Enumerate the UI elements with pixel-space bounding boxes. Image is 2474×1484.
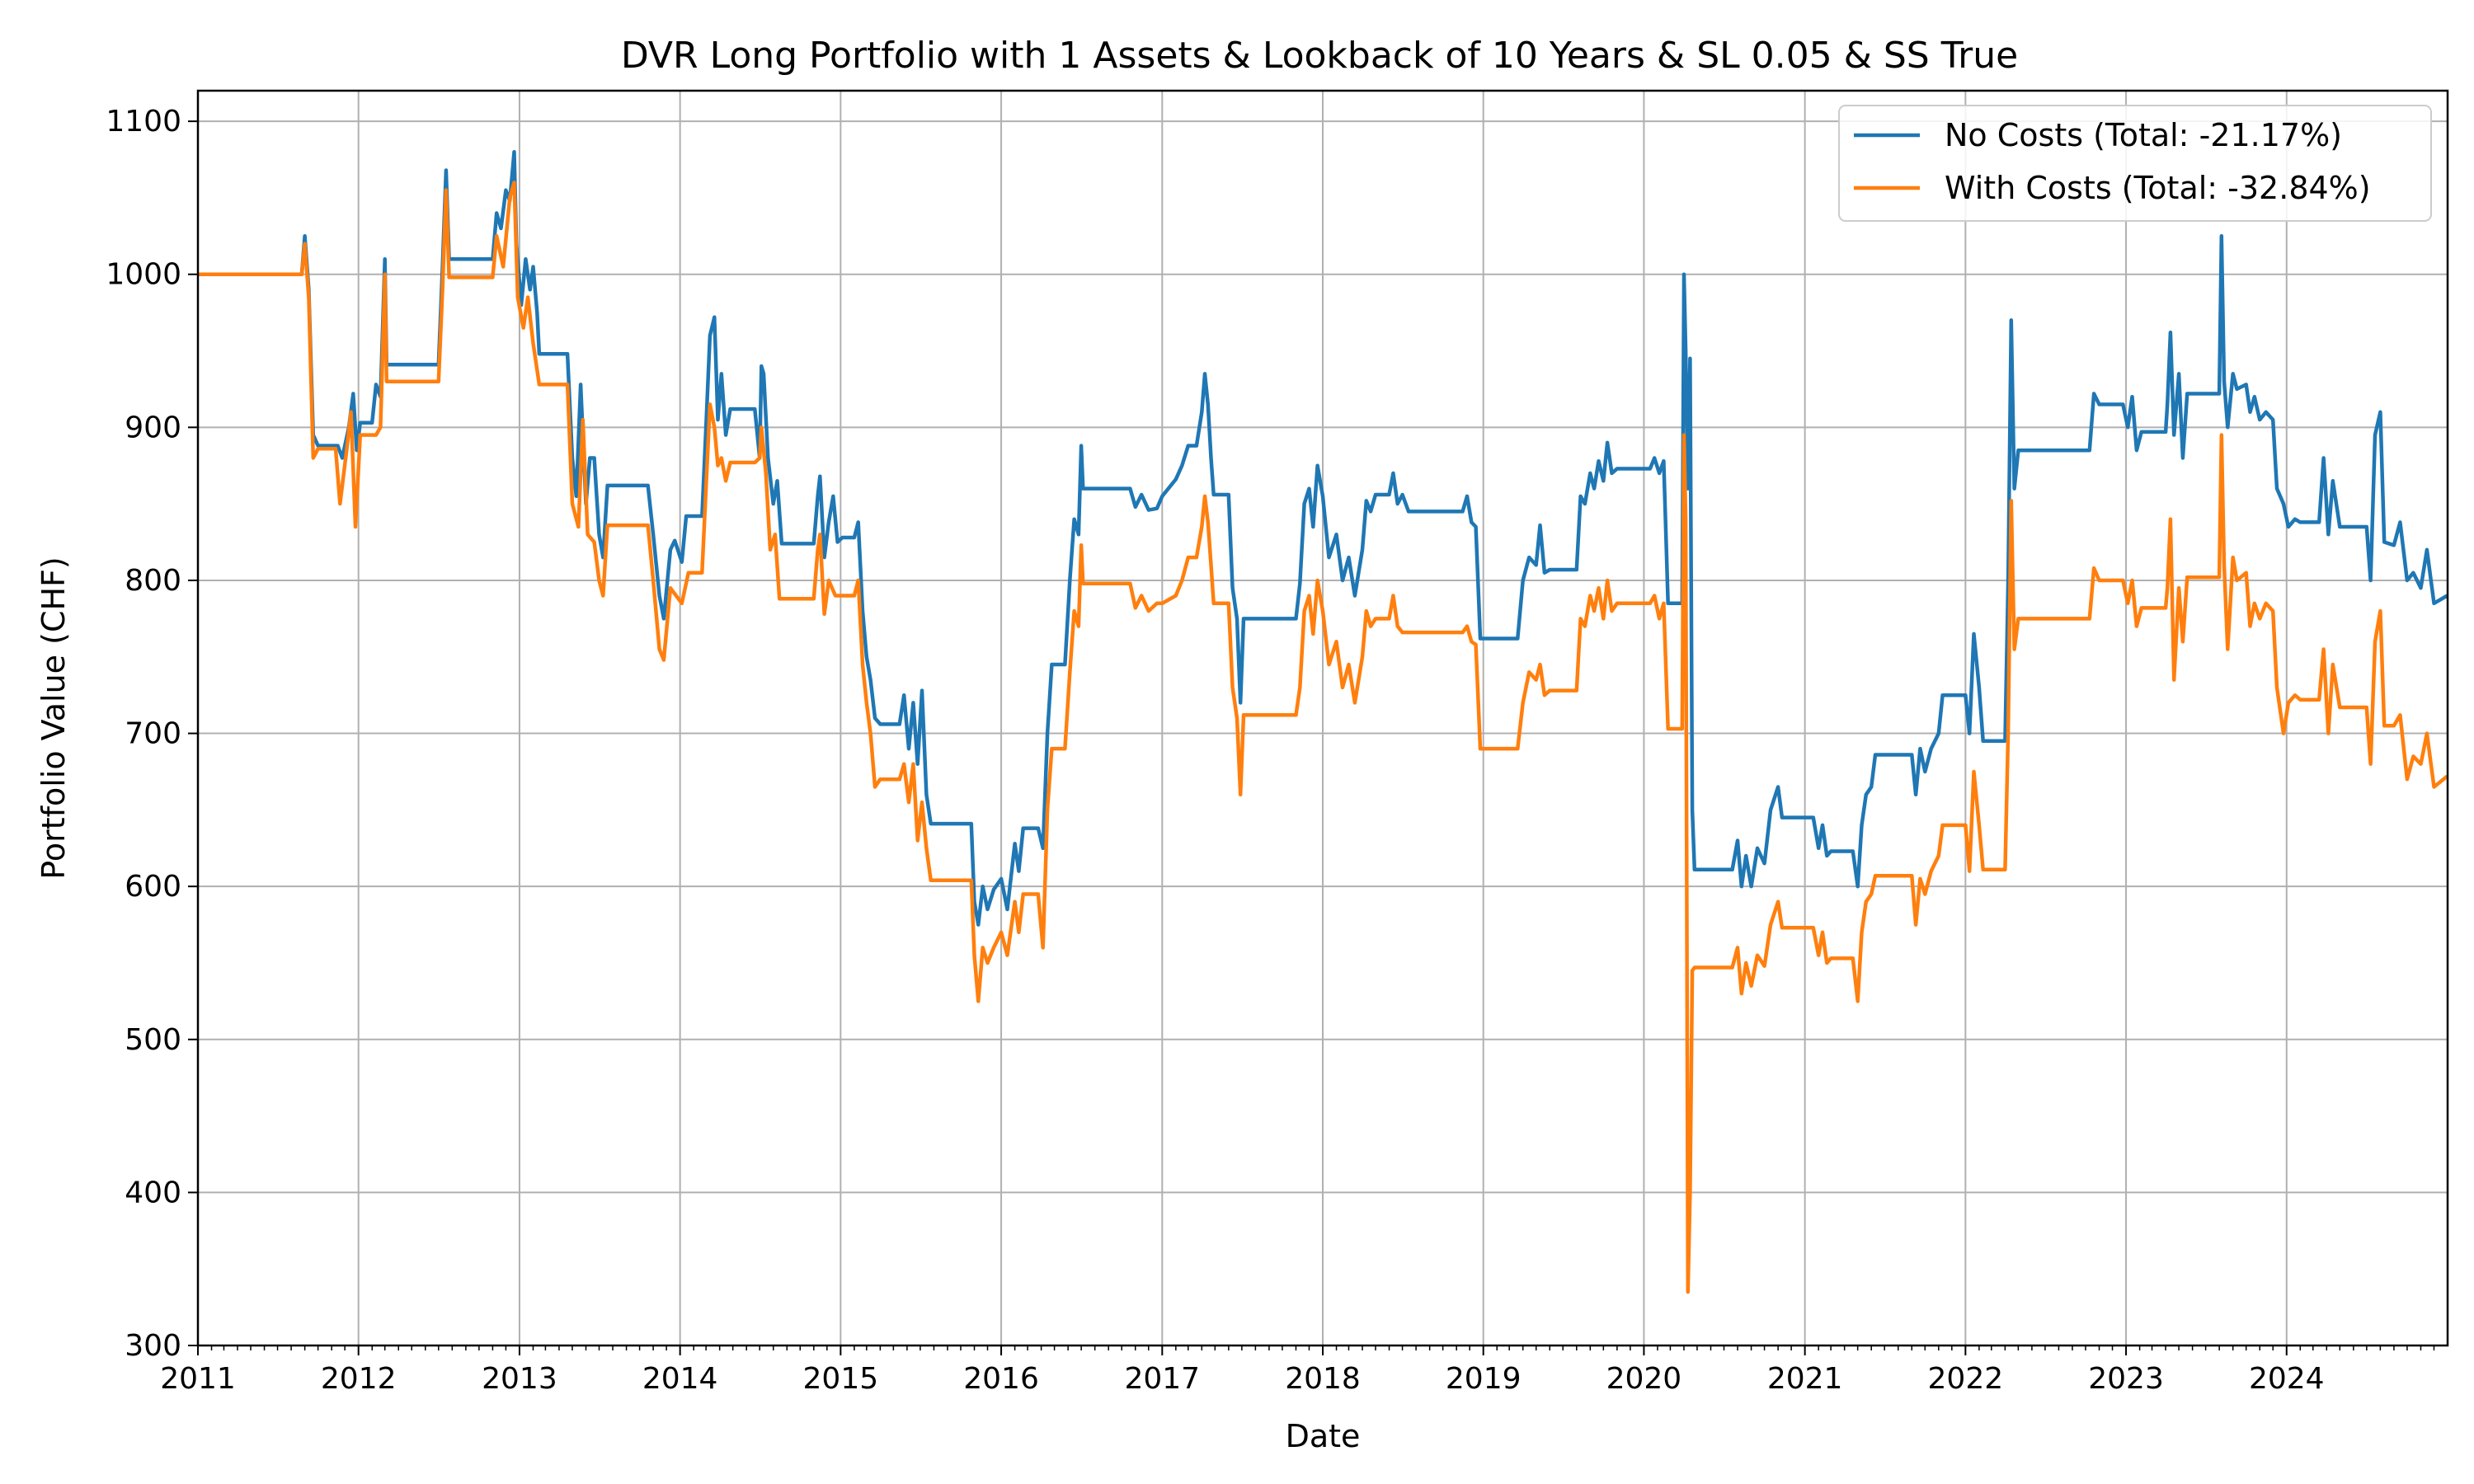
y-axis-label: Portfolio Value (CHF) bbox=[35, 556, 72, 879]
x-tick-label: 2015 bbox=[803, 1362, 879, 1396]
y-tick-label: 400 bbox=[125, 1176, 181, 1209]
x-tick-label: 2013 bbox=[482, 1362, 557, 1396]
x-axis-label: Date bbox=[1286, 1418, 1361, 1454]
series-line-0 bbox=[198, 149, 2448, 927]
y-tick-label: 300 bbox=[125, 1329, 181, 1363]
x-tick-label: 2021 bbox=[1767, 1362, 1843, 1396]
y-axis-ticks: 300 400 500 600 700 800 900 1000 1100 bbox=[106, 105, 198, 1363]
y-tick-label: 500 bbox=[125, 1023, 181, 1057]
legend-box bbox=[1838, 105, 2432, 222]
series-layer bbox=[198, 149, 2448, 1294]
x-tick-label: 2022 bbox=[1928, 1362, 2004, 1396]
y-tick-label: 900 bbox=[125, 411, 181, 444]
y-tick-label: 700 bbox=[125, 717, 181, 751]
x-tick-label: 2018 bbox=[1285, 1362, 1361, 1396]
y-tick-label: 1000 bbox=[106, 258, 181, 292]
x-axis-ticks: 2011 2012 2013 2014 2015 2016 2017 2018 2019 2020… bbox=[160, 1345, 2435, 1396]
legend: No Costs (Total: -21.17%) With Costs (To… bbox=[1838, 105, 2432, 222]
legend-label-no-costs: No Costs (Total: -21.17%) bbox=[1945, 117, 2342, 153]
chart-title: DVR Long Portfolio with 1 Assets & Lookb… bbox=[621, 35, 2018, 77]
x-tick-label: 2012 bbox=[321, 1362, 397, 1396]
y-tick-label: 1100 bbox=[106, 105, 181, 139]
x-tick-label: 2016 bbox=[963, 1362, 1039, 1396]
y-tick-label: 800 bbox=[125, 564, 181, 598]
legend-label-with-costs: With Costs (Total: -32.84%) bbox=[1945, 170, 2371, 206]
x-tick-label: 2024 bbox=[2249, 1362, 2325, 1396]
x-tick-label: 2014 bbox=[642, 1362, 718, 1396]
x-tick-label: 2017 bbox=[1124, 1362, 1200, 1396]
x-tick-label: 2023 bbox=[2088, 1362, 2164, 1396]
series-line-1 bbox=[198, 181, 2448, 1294]
x-tick-label: 2019 bbox=[1446, 1362, 1522, 1396]
y-tick-label: 600 bbox=[125, 870, 181, 904]
x-tick-label: 2020 bbox=[1606, 1362, 1682, 1396]
x-tick-label: 2011 bbox=[160, 1362, 236, 1396]
